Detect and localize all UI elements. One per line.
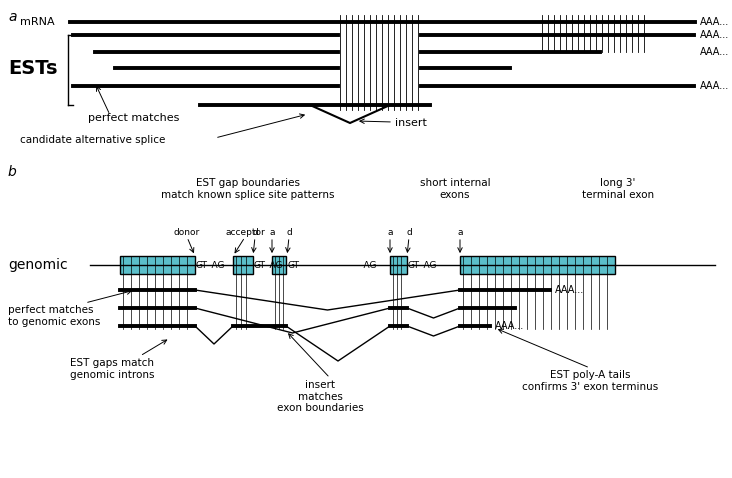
Text: AAA...: AAA...	[700, 81, 729, 91]
Text: GT–AG: GT–AG	[254, 261, 283, 270]
Text: AAA...: AAA...	[700, 30, 729, 40]
Text: AAA...: AAA...	[700, 47, 729, 57]
Text: insert
matches
exon boundaries: insert matches exon boundaries	[277, 380, 363, 413]
Text: candidate alternative splice: candidate alternative splice	[20, 135, 165, 145]
Bar	[272, 256, 286, 274]
Bar	[390, 256, 407, 274]
Text: long 3'
terminal exon: long 3' terminal exon	[582, 178, 654, 200]
Text: short internal
exons: short internal exons	[419, 178, 490, 200]
Text: b: b	[8, 165, 17, 179]
Text: mRNA: mRNA	[20, 17, 55, 27]
Text: AAA...: AAA...	[555, 285, 584, 295]
Text: GT–AG: GT–AG	[408, 261, 438, 270]
Text: d: d	[406, 228, 412, 237]
Bar	[460, 256, 615, 274]
Text: d: d	[286, 228, 292, 237]
Bar	[120, 256, 195, 274]
Text: –AG: –AG	[360, 261, 378, 270]
Text: a: a	[269, 228, 274, 237]
Text: d: d	[252, 228, 258, 237]
Text: EST gaps match
genomic introns: EST gaps match genomic introns	[70, 358, 154, 380]
Text: perfect matches: perfect matches	[88, 113, 179, 123]
Text: a: a	[387, 228, 393, 237]
Text: a: a	[8, 10, 17, 24]
Text: ESTs: ESTs	[8, 58, 58, 77]
Text: AAA...: AAA...	[700, 17, 729, 27]
Text: GT–AG: GT–AG	[196, 261, 225, 270]
Text: a: a	[458, 228, 463, 237]
Text: acceptor: acceptor	[225, 228, 265, 237]
Text: EST poly-A tails
confirms 3' exon terminus: EST poly-A tails confirms 3' exon termin…	[522, 370, 658, 391]
Text: insert: insert	[395, 118, 427, 128]
Bar	[233, 256, 253, 274]
Text: AAA...: AAA...	[495, 321, 524, 331]
Text: donor: donor	[174, 228, 200, 237]
Text: genomic: genomic	[8, 258, 67, 272]
Text: GT: GT	[287, 261, 299, 270]
Text: EST gap boundaries
match known splice site patterns: EST gap boundaries match known splice si…	[161, 178, 335, 200]
Text: perfect matches
to genomic exons: perfect matches to genomic exons	[8, 305, 100, 326]
